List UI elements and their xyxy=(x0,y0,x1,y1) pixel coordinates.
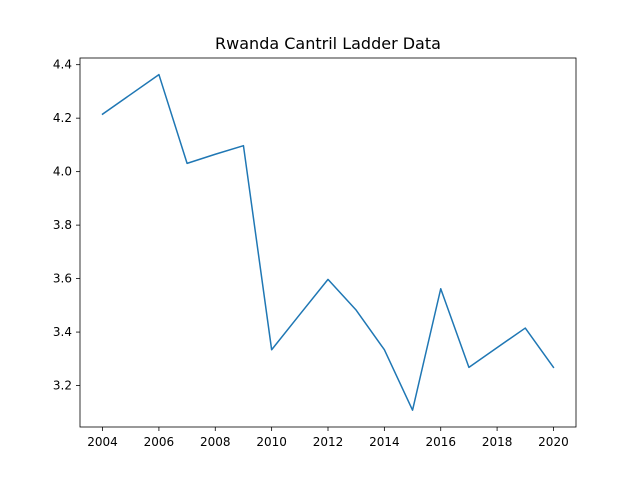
plot-frame xyxy=(79,57,577,428)
y-tick-label: 3.4 xyxy=(53,325,72,339)
x-tick-label: 2004 xyxy=(87,435,118,449)
chart-title: Rwanda Cantril Ladder Data xyxy=(215,34,441,53)
y-axis: 3.2 3.4 3.6 3.8 4.0 4.2 4.4 xyxy=(53,58,80,393)
x-tick-label: 2020 xyxy=(538,435,569,449)
y-tick-label: 4.2 xyxy=(53,111,72,125)
x-tick-label: 2018 xyxy=(482,435,513,449)
y-tick-label: 3.2 xyxy=(53,379,72,393)
y-tick-label: 4.0 xyxy=(53,165,72,179)
y-tick-label: 4.4 xyxy=(53,58,72,72)
x-tick-label: 2012 xyxy=(313,435,344,449)
y-tick-label: 3.6 xyxy=(53,272,72,286)
x-tick-label: 2014 xyxy=(369,435,400,449)
x-tick-label: 2006 xyxy=(144,435,175,449)
series-layer xyxy=(101,73,555,411)
y-tick-label: 3.8 xyxy=(53,218,72,232)
x-tick-label: 2010 xyxy=(256,435,287,449)
x-tick-label: 2008 xyxy=(200,435,231,449)
x-axis: 2004 2006 2008 2010 2012 2014 2016 2018 2020 xyxy=(87,427,569,449)
series-line xyxy=(101,73,555,411)
x-tick-label: 2016 xyxy=(425,435,456,449)
